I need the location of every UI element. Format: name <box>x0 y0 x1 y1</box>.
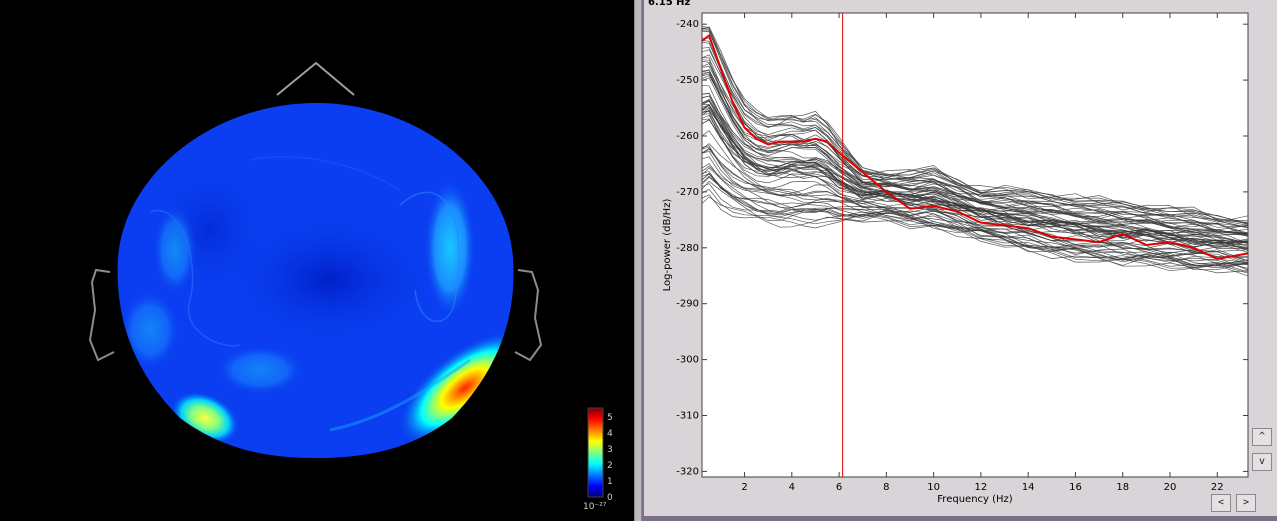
x-tick-label: 10 <box>927 482 940 493</box>
y-axis-label: Log-power (dB/Hz) <box>662 199 673 292</box>
y-tick-label: -320 <box>676 466 699 477</box>
channel-spectrum-line <box>701 143 1249 259</box>
x-tick-label: 20 <box>1164 482 1177 493</box>
channel-spectrum-line <box>701 26 1249 224</box>
x-tick-label: 22 <box>1211 482 1224 493</box>
x-tick-label: 14 <box>1022 482 1035 493</box>
colorbar-tick-label: 4 <box>607 429 613 439</box>
channel-spectrum-line <box>701 173 1249 267</box>
channel-spectrum-line <box>701 148 1249 259</box>
y-tick-label: -290 <box>676 299 699 310</box>
panel-border <box>642 516 1277 521</box>
scalp-topography-map: 5 4 3 2 1 0 10⁻²⁷ <box>88 61 613 512</box>
x-tick-label: 18 <box>1116 482 1129 493</box>
y-tick-label: -240 <box>676 19 699 30</box>
colorbar-tick-label: 3 <box>607 445 613 455</box>
colorbar-tick-label: 0 <box>607 493 613 503</box>
y-tick-label: -310 <box>676 411 699 422</box>
scroll-down-button[interactable]: v <box>1252 453 1272 471</box>
scroll-left-button[interactable]: < <box>1211 494 1231 512</box>
topography-panel: 5 4 3 2 1 0 10⁻²⁷ <box>0 0 634 521</box>
y-tick-label: -250 <box>676 75 699 86</box>
head-surface <box>117 103 514 458</box>
channel-spectrum-line <box>701 171 1249 271</box>
channel-spectrum-line <box>701 28 1249 225</box>
channel-spectrum-line <box>701 99 1249 245</box>
x-tick-label: 16 <box>1069 482 1082 493</box>
right-ear-icon <box>514 269 543 362</box>
channel-spectra <box>701 26 1249 277</box>
channel-spectrum-line <box>701 183 1249 273</box>
channel-spectrum-line <box>701 47 1249 228</box>
scroll-right-button[interactable]: > <box>1236 494 1256 512</box>
y-tick-label: -280 <box>676 243 699 254</box>
channel-spectrum-line <box>701 173 1249 269</box>
channel-spectrum-line <box>701 163 1249 264</box>
channel-spectrum-line <box>701 119 1248 252</box>
spectrum-chart: 2 4 6 8 10 12 14 16 18 20 22 -240-250-260-270-280-… <box>662 12 1249 505</box>
y-tick-label: -260 <box>676 131 699 142</box>
y-tick-label: -300 <box>676 355 699 366</box>
channel-spectrum-line <box>701 95 1249 243</box>
channel-spectrum-line <box>701 145 1249 262</box>
panel-divider[interactable] <box>634 0 642 521</box>
left-ear-icon <box>88 268 115 362</box>
nose-icon <box>276 61 355 96</box>
plot-area <box>701 12 1249 478</box>
channel-spectrum-line <box>701 175 1249 267</box>
x-tick-label: 12 <box>975 482 988 493</box>
channel-spectrum-line <box>701 95 1249 244</box>
colorbar-tick-label: 5 <box>607 413 613 423</box>
colorbar-tick-label: 1 <box>607 477 613 487</box>
colorbar: 5 4 3 2 1 0 10⁻²⁷ <box>583 407 613 512</box>
x-axis-label: Frequency (Hz) <box>937 494 1013 505</box>
x-tick-label: 8 <box>883 482 889 493</box>
channel-spectrum-line <box>701 69 1249 235</box>
x-tick-label: 4 <box>789 482 795 493</box>
channel-spectrum-line <box>701 118 1249 253</box>
x-tick-label: 6 <box>836 482 842 493</box>
scroll-up-button[interactable]: ^ <box>1252 428 1272 446</box>
channel-spectrum-line <box>701 99 1249 243</box>
colorbar-exponent: 10⁻²⁷ <box>583 502 607 512</box>
y-tick-label: -270 <box>676 187 699 198</box>
channel-spectrum-line <box>701 30 1249 224</box>
x-axis-ticks: 2 4 6 8 10 12 14 16 18 20 22 <box>741 13 1224 493</box>
x-tick-label: 2 <box>741 482 747 493</box>
mean-spectrum-line <box>701 33 1249 261</box>
frequency-readout: 6.15 Hz <box>648 0 691 8</box>
channel-spectrum-line <box>701 165 1249 264</box>
channel-spectrum-line <box>701 70 1249 235</box>
colorbar-tick-label: 2 <box>607 461 613 471</box>
channel-spectrum-line <box>701 194 1249 277</box>
mean-spectrum <box>701 33 1249 261</box>
channel-spectrum-line <box>701 167 1249 266</box>
y-axis-ticks: -240 -250 -260 -270 -280 -290 -300 -310 -320 <box>676 19 1248 477</box>
